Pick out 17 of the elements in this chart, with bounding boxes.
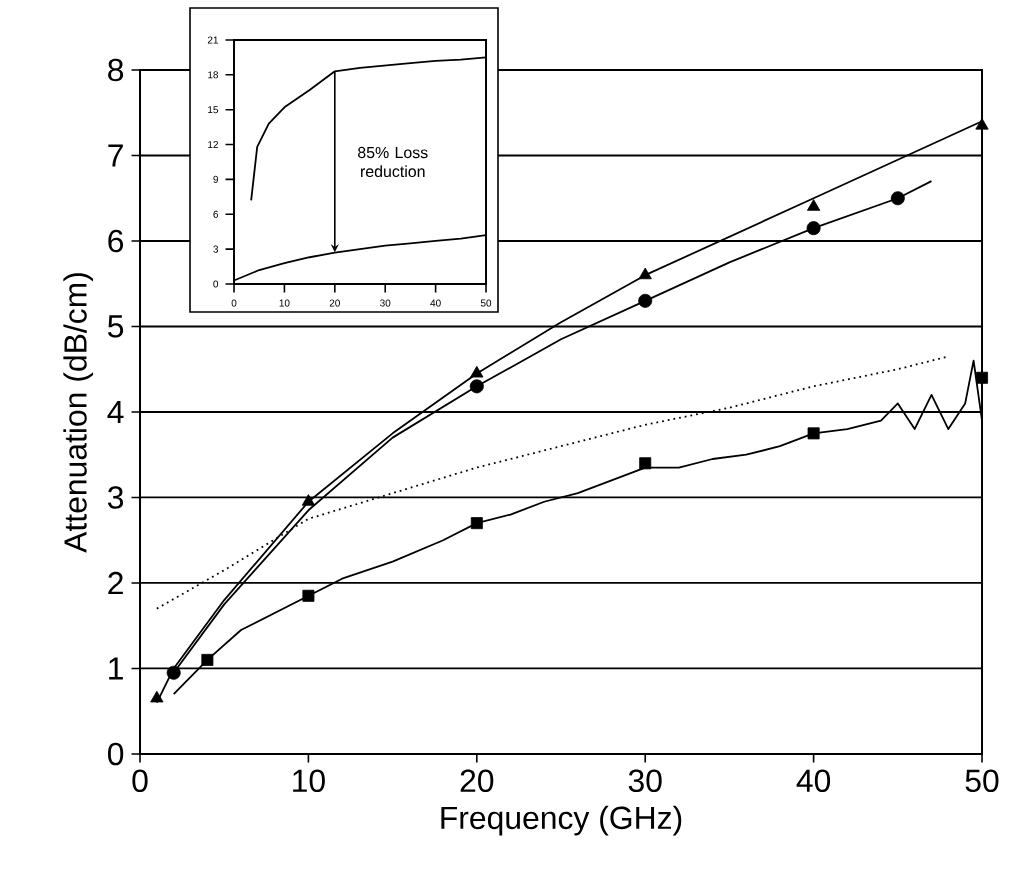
y-tick-label: 1 bbox=[109, 657, 123, 680]
x-tick-label: 10 bbox=[293, 769, 325, 793]
y-tick-label: 8 bbox=[108, 58, 124, 82]
y-tick-label: 4 bbox=[107, 401, 124, 423]
y-tick-label: 6 bbox=[108, 229, 124, 253]
x-tick-label: 40 bbox=[796, 769, 831, 793]
y-axis-title: Attenuation (dB/cm) bbox=[63, 273, 94, 553]
x-tick-label: 30 bbox=[628, 769, 662, 793]
y-tick-label: 7 bbox=[108, 144, 123, 167]
y-tick-label: 0 bbox=[107, 742, 124, 766]
y-tick-label: 3 bbox=[107, 486, 124, 509]
x-tick-label: 0 bbox=[132, 769, 148, 793]
x-tick-label: 50 bbox=[965, 769, 999, 793]
x-tick-label: 20 bbox=[460, 769, 494, 793]
x-axis-title: Frequency (GHz) bbox=[441, 805, 682, 836]
y-tick-label: 2 bbox=[108, 571, 123, 595]
y-tick-label: 5 bbox=[108, 315, 124, 338]
